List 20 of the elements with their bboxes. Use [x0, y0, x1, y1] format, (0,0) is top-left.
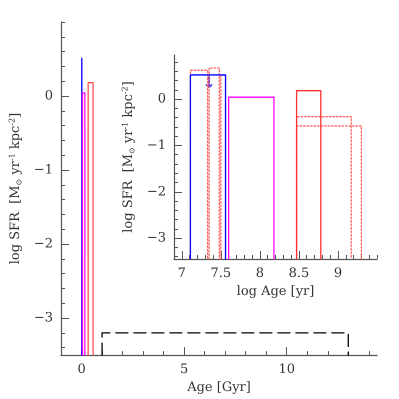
- y-tick-label: −3: [146, 230, 166, 246]
- x-axis-title: log Age [yr]: [236, 284, 314, 299]
- x-tick-label: 0: [77, 362, 86, 378]
- x-tick-label: 8.5: [288, 266, 310, 281]
- x-tick-label: 7: [178, 266, 186, 281]
- x-tick-label: 10: [278, 362, 296, 378]
- y-tick-label: −2: [34, 236, 54, 252]
- y-axis-title: log SFR [M⊙ yr-1 kpc-2]: [120, 81, 136, 233]
- y-tick-label: 0: [158, 92, 166, 107]
- x-tick-label: 9: [334, 266, 342, 281]
- x-tick-label: 5: [180, 362, 188, 378]
- y-tick-label: −2: [146, 184, 166, 200]
- x-tick-label: 7.5: [210, 266, 232, 281]
- y-tick-label: −1: [146, 138, 166, 153]
- y-tick-label: −1: [34, 162, 54, 178]
- y-tick-label: −3: [34, 310, 54, 326]
- y-tick-label: 0: [44, 88, 54, 104]
- x-axis-title: Age [Gyr]: [186, 380, 251, 395]
- x-tick-label: 8: [256, 266, 264, 281]
- y-axis-title: log SFR [M⊙ yr-1 kpc-2]: [8, 112, 24, 264]
